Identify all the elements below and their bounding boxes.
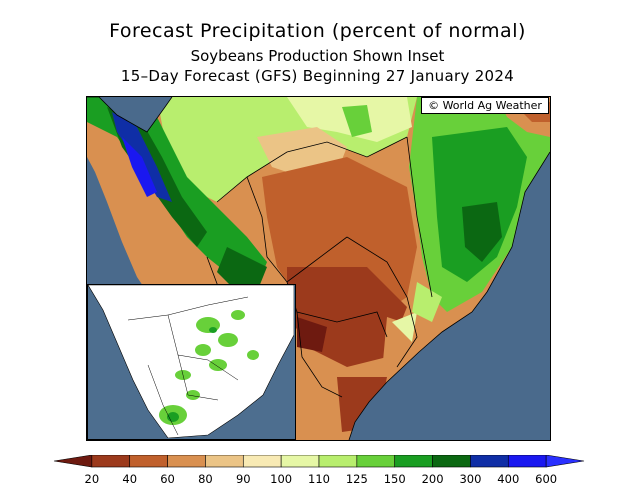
legend-swatch (432, 454, 471, 468)
inset-borders (127, 296, 249, 436)
legend-swatch (318, 454, 358, 468)
legend-swatch (507, 454, 547, 468)
soybean-inset-map (87, 284, 296, 440)
legend-tick-label: 100 (270, 472, 293, 486)
legend-swatch (91, 454, 131, 468)
legend-swatch (53, 454, 93, 468)
soybean-inset-svg (88, 285, 295, 439)
legend-swatch (205, 454, 244, 468)
legend-tick-label: 400 (497, 472, 520, 486)
map-title: Forecast Precipitation (percent of norma… (109, 20, 526, 42)
forecast-period: 15–Day Forecast (GFS) Beginning 27 Janua… (120, 67, 515, 85)
legend-swatch (545, 454, 585, 468)
legend-tick-label: 200 (421, 472, 444, 486)
country-borders (87, 97, 550, 440)
legend-swatch (167, 454, 206, 468)
legend-tick-label: 600 (535, 472, 558, 486)
legend-swatch (356, 454, 396, 468)
legend-tick-label: 300 (459, 472, 482, 486)
color-scale-bar (53, 454, 585, 468)
legend-swatch (470, 454, 509, 468)
legend-tick-label: 125 (345, 472, 368, 486)
legend-swatch (280, 454, 320, 468)
legend-tick-label: 110 (308, 472, 330, 486)
legend-swatch (129, 454, 168, 468)
legend-tick-label: 90 (235, 472, 251, 486)
legend-tick-label: 60 (160, 472, 175, 486)
map-subtitle: Soybeans Production Shown Inset (190, 47, 445, 65)
legend-tick-label: 40 (122, 472, 138, 486)
legend-swatch (242, 454, 282, 468)
legend-swatch (394, 454, 433, 468)
color-scale-legend: 20 40 60 80 90 100 110 125 150 200 300 400 600 (46, 454, 592, 491)
legend-tick-label: 150 (383, 472, 406, 486)
legend-tick-label: 20 (84, 472, 100, 486)
legend-tick-label: 80 (198, 472, 213, 486)
credit-label: © World Ag Weather (421, 97, 549, 114)
